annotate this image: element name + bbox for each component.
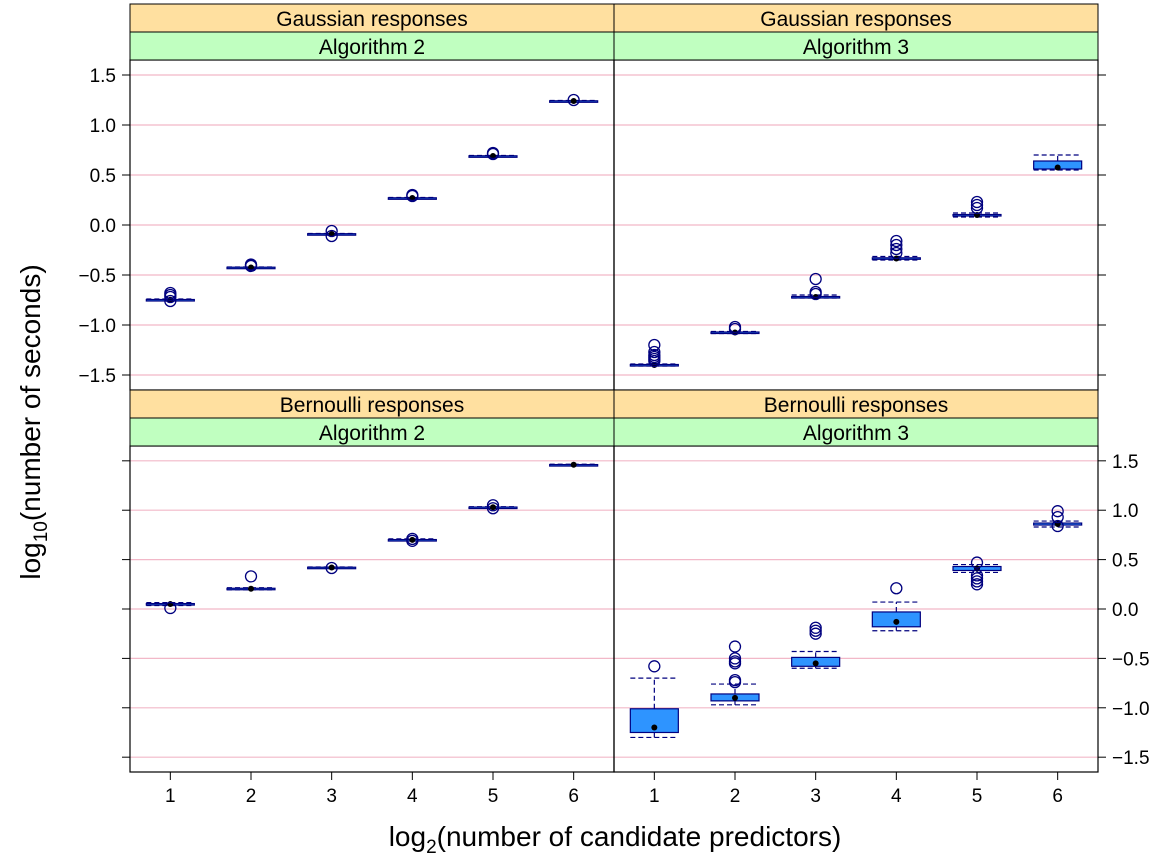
x-axis-label: log2(number of candidate predictors)	[389, 821, 842, 858]
x-tick-label: 3	[810, 786, 821, 807]
strip-bottom-label: Algorithm 2	[319, 36, 425, 59]
y-axis-label: log10(number of seconds)	[15, 264, 52, 579]
outlier-point	[730, 641, 741, 652]
y-tick-label: 0.5	[1112, 551, 1138, 572]
median-dot	[329, 565, 335, 571]
y-tick-label: 1.5	[1112, 452, 1138, 473]
median-dot	[248, 586, 254, 592]
x-tick-label: 6	[568, 786, 579, 807]
median-dot	[571, 462, 577, 468]
x-tick-label: 5	[488, 786, 499, 807]
outlier-point	[246, 571, 257, 582]
y-tick-label: 1.0	[90, 116, 116, 137]
y-tick-label: 0.0	[1112, 600, 1138, 621]
y-tick-label: 0.0	[90, 216, 116, 237]
median-dot	[490, 504, 496, 510]
median-dot	[893, 619, 899, 625]
strip-top-label: Bernoulli responses	[764, 394, 948, 417]
y-tick-label: −1.0	[78, 316, 116, 337]
median-dot	[732, 695, 738, 701]
y-tick-label: 1.0	[1112, 501, 1138, 522]
x-tick-label: 6	[1052, 786, 1063, 807]
x-tick-label: 5	[972, 786, 983, 807]
strip-top-label: Bernoulli responses	[280, 394, 464, 417]
x-tick-label: 3	[326, 786, 337, 807]
y-tick-label: 1.5	[90, 66, 116, 87]
y-tick-label: −1.0	[1112, 699, 1150, 720]
outlier-point	[649, 661, 660, 672]
x-tick-label: 2	[730, 786, 741, 807]
y-tick-label: −1.5	[1112, 748, 1150, 769]
strip-top-label: Gaussian responses	[760, 8, 951, 31]
x-tick-label: 2	[246, 786, 257, 807]
strip-bottom-label: Algorithm 3	[803, 36, 909, 59]
strip-top-label: Gaussian responses	[276, 8, 467, 31]
x-tick-label: 4	[407, 786, 418, 807]
median-dot	[409, 537, 415, 543]
x-tick-label: 4	[891, 786, 902, 807]
x-tick-label: 1	[165, 786, 176, 807]
y-tick-label: 0.5	[90, 166, 116, 187]
median-dot	[651, 725, 657, 731]
x-tick-label: 1	[649, 786, 660, 807]
median-dot	[813, 660, 819, 666]
outlier-point	[891, 583, 902, 594]
strip-bottom-label: Algorithm 3	[803, 422, 909, 445]
median-dot	[571, 98, 577, 104]
y-tick-label: −0.5	[1112, 649, 1150, 670]
strip-bottom-label: Algorithm 2	[319, 422, 425, 445]
y-tick-label: −0.5	[78, 266, 116, 287]
median-dot	[1055, 165, 1061, 171]
y-tick-label: −1.5	[78, 366, 116, 387]
